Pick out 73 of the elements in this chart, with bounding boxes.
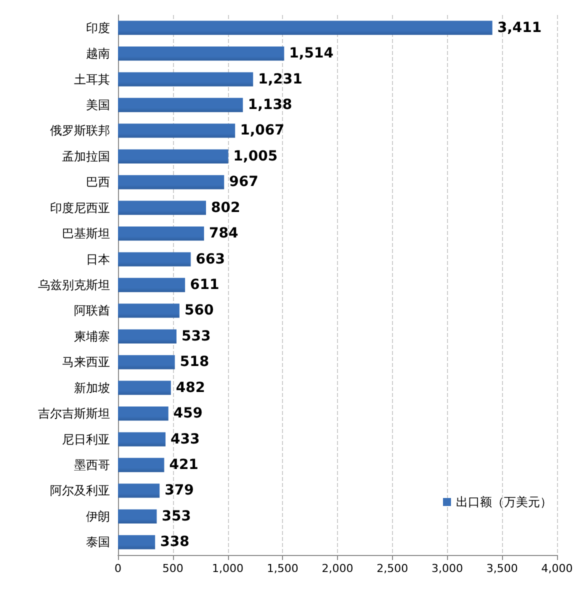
x-tick-label: 1,500 bbox=[266, 562, 298, 575]
y-tick-label: 阿尔及利亚 bbox=[50, 484, 110, 498]
x-tick-label: 1,000 bbox=[212, 562, 244, 575]
bar bbox=[118, 278, 186, 292]
y-tick-label: 日本 bbox=[86, 252, 110, 266]
bar bbox=[118, 149, 228, 164]
data-label: 802 bbox=[211, 200, 240, 216]
data-label: 1,067 bbox=[240, 122, 284, 139]
y-tick-label: 孟加拉国 bbox=[62, 149, 110, 164]
y-tick-label: 泰国 bbox=[86, 535, 110, 550]
bar bbox=[118, 20, 492, 35]
bar bbox=[118, 329, 176, 344]
bar bbox=[118, 226, 204, 241]
y-tick-label: 吉尔吉斯斯坦 bbox=[38, 406, 110, 421]
data-label: 379 bbox=[164, 482, 194, 499]
bar bbox=[118, 46, 284, 61]
bar bbox=[118, 72, 254, 86]
y-tick-label: 越南 bbox=[86, 46, 110, 61]
data-label: 1,514 bbox=[289, 46, 334, 62]
y-tick-label: 柬埔寨 bbox=[74, 329, 110, 344]
y-tick-label: 新加坡 bbox=[74, 380, 110, 395]
y-tick-label: 俄罗斯联邦 bbox=[50, 124, 110, 138]
data-label: 421 bbox=[169, 457, 198, 473]
y-tick-label: 印度 bbox=[86, 20, 110, 35]
y-tick-label: 尼日利亚 bbox=[62, 432, 110, 446]
bar bbox=[118, 200, 206, 215]
data-label: 663 bbox=[196, 251, 225, 268]
bar bbox=[118, 509, 157, 524]
y-tick-label: 土耳其 bbox=[74, 72, 110, 86]
data-label: 560 bbox=[184, 302, 214, 319]
x-tick-label: 500 bbox=[162, 562, 184, 575]
y-tick-label: 伊朗 bbox=[86, 509, 110, 524]
data-label: 1,138 bbox=[248, 97, 292, 113]
bar bbox=[118, 355, 175, 370]
x-tick-label: 0 bbox=[114, 562, 122, 575]
bar bbox=[118, 252, 191, 266]
x-tick-label: 3,000 bbox=[432, 562, 463, 575]
data-label: 611 bbox=[190, 277, 220, 293]
x-tick-label: 4,000 bbox=[541, 562, 573, 575]
data-label: 3,411 bbox=[497, 20, 542, 36]
data-label: 533 bbox=[181, 328, 211, 344]
y-tick-label: 阿联酋 bbox=[74, 304, 110, 318]
y-tick-label: 马来西亚 bbox=[62, 355, 110, 370]
x-tick-label: 2,500 bbox=[376, 562, 408, 575]
y-tick-label: 巴西 bbox=[86, 175, 110, 190]
data-label: 482 bbox=[176, 380, 206, 396]
data-label: 459 bbox=[173, 406, 203, 422]
bar bbox=[118, 484, 160, 498]
x-tick-label: 3,500 bbox=[486, 562, 518, 575]
bar bbox=[118, 124, 236, 138]
data-label: 1,231 bbox=[258, 71, 302, 88]
bar bbox=[118, 380, 171, 395]
bar bbox=[118, 175, 224, 190]
data-label: 967 bbox=[229, 174, 258, 190]
data-label: 338 bbox=[160, 534, 190, 550]
data-label: 433 bbox=[170, 431, 200, 448]
bar bbox=[118, 304, 180, 318]
x-tick-label: 2,000 bbox=[322, 562, 354, 575]
data-label: 518 bbox=[180, 354, 210, 370]
bar bbox=[118, 406, 168, 421]
data-label: 1,005 bbox=[233, 148, 278, 164]
y-tick-label: 墨西哥 bbox=[74, 458, 110, 472]
bar bbox=[118, 535, 156, 550]
y-tick-label: 美国 bbox=[86, 98, 110, 112]
bar bbox=[118, 458, 164, 472]
y-tick-label: 印度尼西亚 bbox=[50, 200, 110, 215]
data-label: 353 bbox=[162, 508, 191, 524]
y-tick-label: 乌兹别克斯坦 bbox=[38, 278, 110, 292]
data-label: 784 bbox=[209, 226, 239, 242]
bar bbox=[118, 432, 166, 446]
legend-label: 出口额（万美元） bbox=[456, 495, 552, 509]
bar bbox=[118, 98, 243, 112]
y-tick-label: 巴基斯坦 bbox=[62, 226, 110, 241]
